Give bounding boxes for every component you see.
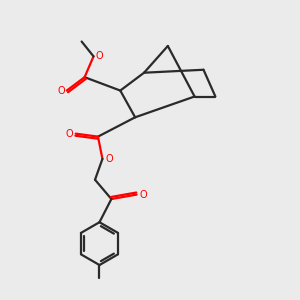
Text: O: O xyxy=(57,85,64,96)
Text: O: O xyxy=(95,51,103,62)
Text: O: O xyxy=(140,190,147,200)
Text: O: O xyxy=(105,154,113,164)
Text: O: O xyxy=(65,129,73,139)
